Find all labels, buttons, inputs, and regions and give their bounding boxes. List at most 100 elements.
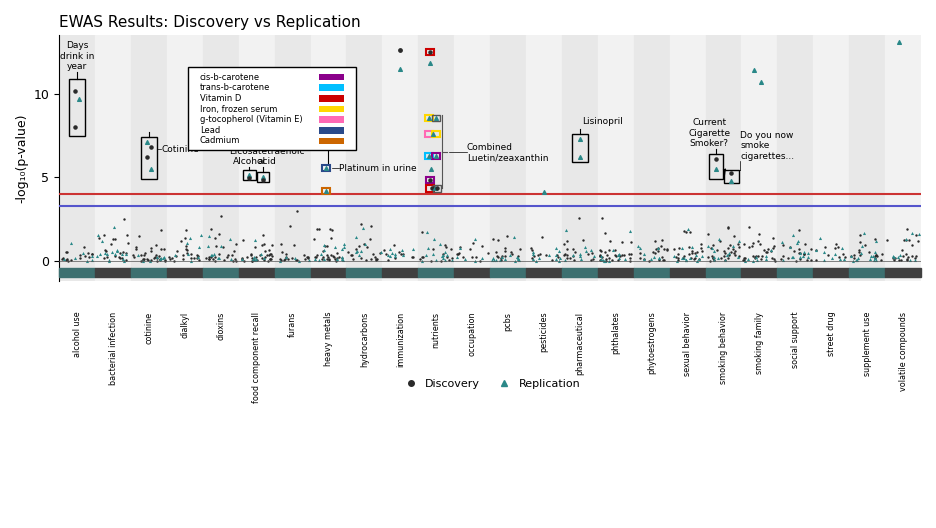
Point <box>213 212 228 221</box>
Point <box>899 249 914 258</box>
Point <box>827 249 842 258</box>
Point <box>227 247 241 255</box>
Point <box>203 250 218 259</box>
Point <box>101 256 116 264</box>
Point <box>671 250 686 258</box>
Point <box>684 243 699 251</box>
Point <box>542 251 557 259</box>
Point <box>599 257 614 265</box>
Point <box>701 230 716 239</box>
Point <box>499 232 514 240</box>
Point <box>388 250 402 259</box>
Point <box>236 257 251 265</box>
Point <box>560 237 575 246</box>
Point <box>758 252 773 260</box>
Point <box>493 256 508 265</box>
Point <box>768 257 782 265</box>
Point <box>149 254 164 262</box>
Point <box>107 235 122 243</box>
Point <box>359 242 374 251</box>
Point <box>475 242 490 250</box>
Point <box>107 222 122 231</box>
Point <box>439 243 454 251</box>
Point <box>489 248 504 256</box>
Point <box>587 252 602 260</box>
Point <box>263 254 278 263</box>
Point <box>808 256 823 264</box>
Point <box>224 254 239 263</box>
Point <box>532 253 547 262</box>
Point <box>786 247 801 255</box>
Point <box>854 248 869 257</box>
Point <box>899 236 914 244</box>
Point <box>326 251 341 260</box>
Bar <box>813 35 849 281</box>
Point <box>753 78 768 87</box>
Point <box>404 253 419 261</box>
Point <box>450 250 465 258</box>
Point <box>445 256 460 264</box>
Point <box>622 227 637 235</box>
Bar <box>598 35 634 281</box>
Point <box>800 252 815 261</box>
Point <box>892 38 907 46</box>
Point <box>388 251 402 260</box>
Point <box>245 255 260 263</box>
Point <box>216 242 231 251</box>
Point <box>510 253 525 261</box>
Point <box>415 252 430 261</box>
Point <box>136 256 151 264</box>
Point <box>595 256 610 264</box>
Point <box>139 255 154 263</box>
Point <box>149 253 164 261</box>
Point <box>899 256 914 265</box>
Point <box>312 255 327 263</box>
Point <box>726 232 741 241</box>
Point <box>687 254 702 262</box>
Point <box>261 257 276 265</box>
Point <box>71 95 86 103</box>
Point <box>322 254 337 263</box>
Point <box>73 254 88 262</box>
Point <box>909 252 924 260</box>
Point <box>154 245 168 253</box>
Point <box>283 222 298 230</box>
Point <box>213 242 228 250</box>
Point <box>790 237 805 246</box>
Point <box>724 169 739 177</box>
Point <box>116 254 131 263</box>
Point <box>857 241 872 250</box>
Bar <box>325 88 332 95</box>
Point <box>161 253 176 261</box>
Point <box>592 252 607 260</box>
Point <box>132 232 147 241</box>
Point <box>322 256 337 264</box>
Point <box>817 248 832 257</box>
Point <box>636 254 651 263</box>
Point <box>507 257 522 265</box>
Bar <box>274 268 311 277</box>
Point <box>436 253 451 262</box>
Point <box>457 254 472 263</box>
Y-axis label: -log₁₀(p-value): -log₁₀(p-value) <box>15 114 28 203</box>
Point <box>792 254 807 263</box>
Point <box>149 251 164 260</box>
Point <box>893 251 908 259</box>
Point <box>525 250 540 258</box>
Point <box>538 251 553 260</box>
Point <box>111 253 126 261</box>
Point <box>867 256 882 264</box>
Point <box>256 256 271 265</box>
Point <box>201 255 216 263</box>
Point <box>209 242 224 250</box>
Point <box>278 249 293 258</box>
Point <box>497 254 512 263</box>
Point <box>153 255 168 263</box>
Point <box>648 237 663 245</box>
Point <box>788 257 803 265</box>
Point <box>485 254 500 262</box>
Point <box>235 235 250 244</box>
Point <box>84 252 99 260</box>
Point <box>254 250 269 258</box>
Point <box>153 255 168 263</box>
